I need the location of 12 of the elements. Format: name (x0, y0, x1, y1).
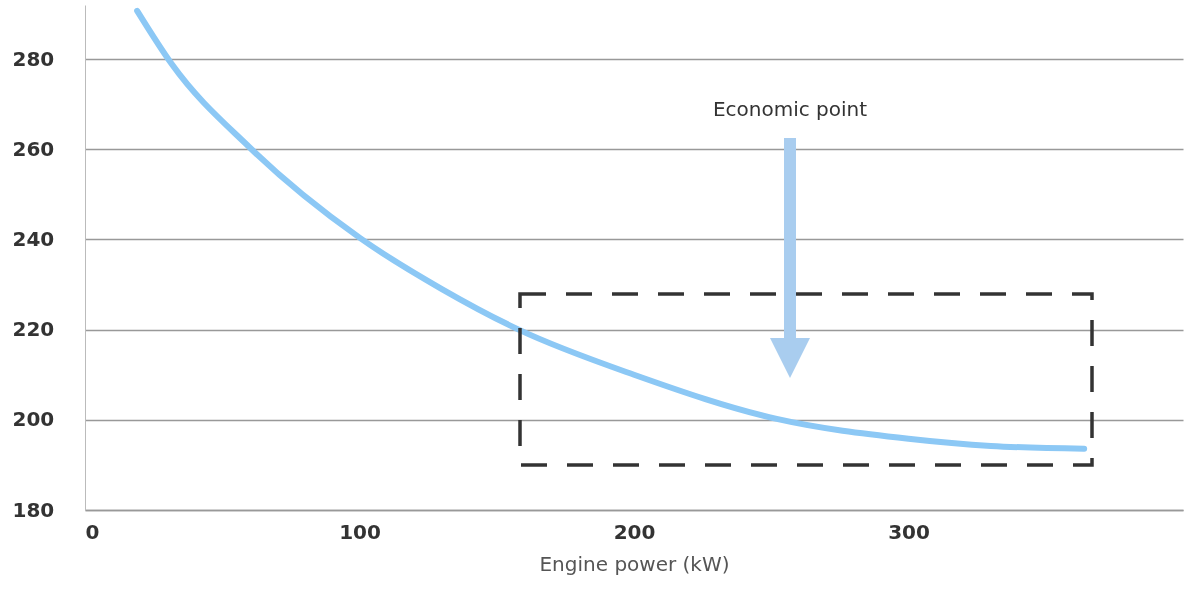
x-tick-label: 0 (85, 519, 100, 544)
y-tick-label: 260 (12, 136, 55, 161)
y-tick-label: 240 (12, 226, 55, 251)
annotation: Economic point (712, 97, 868, 121)
y-tick-label: 220 (12, 317, 55, 342)
y-tick-label: 280 (12, 46, 55, 71)
y-tick-label: 180 (12, 497, 55, 522)
x-tick-label: 200 (613, 519, 656, 544)
x-tick-label: 300 (888, 519, 930, 544)
x-axis-title: Engine power (kW) (539, 551, 730, 576)
x-tick-label: 100 (339, 519, 381, 544)
y-tick-label: 200 (12, 407, 55, 432)
